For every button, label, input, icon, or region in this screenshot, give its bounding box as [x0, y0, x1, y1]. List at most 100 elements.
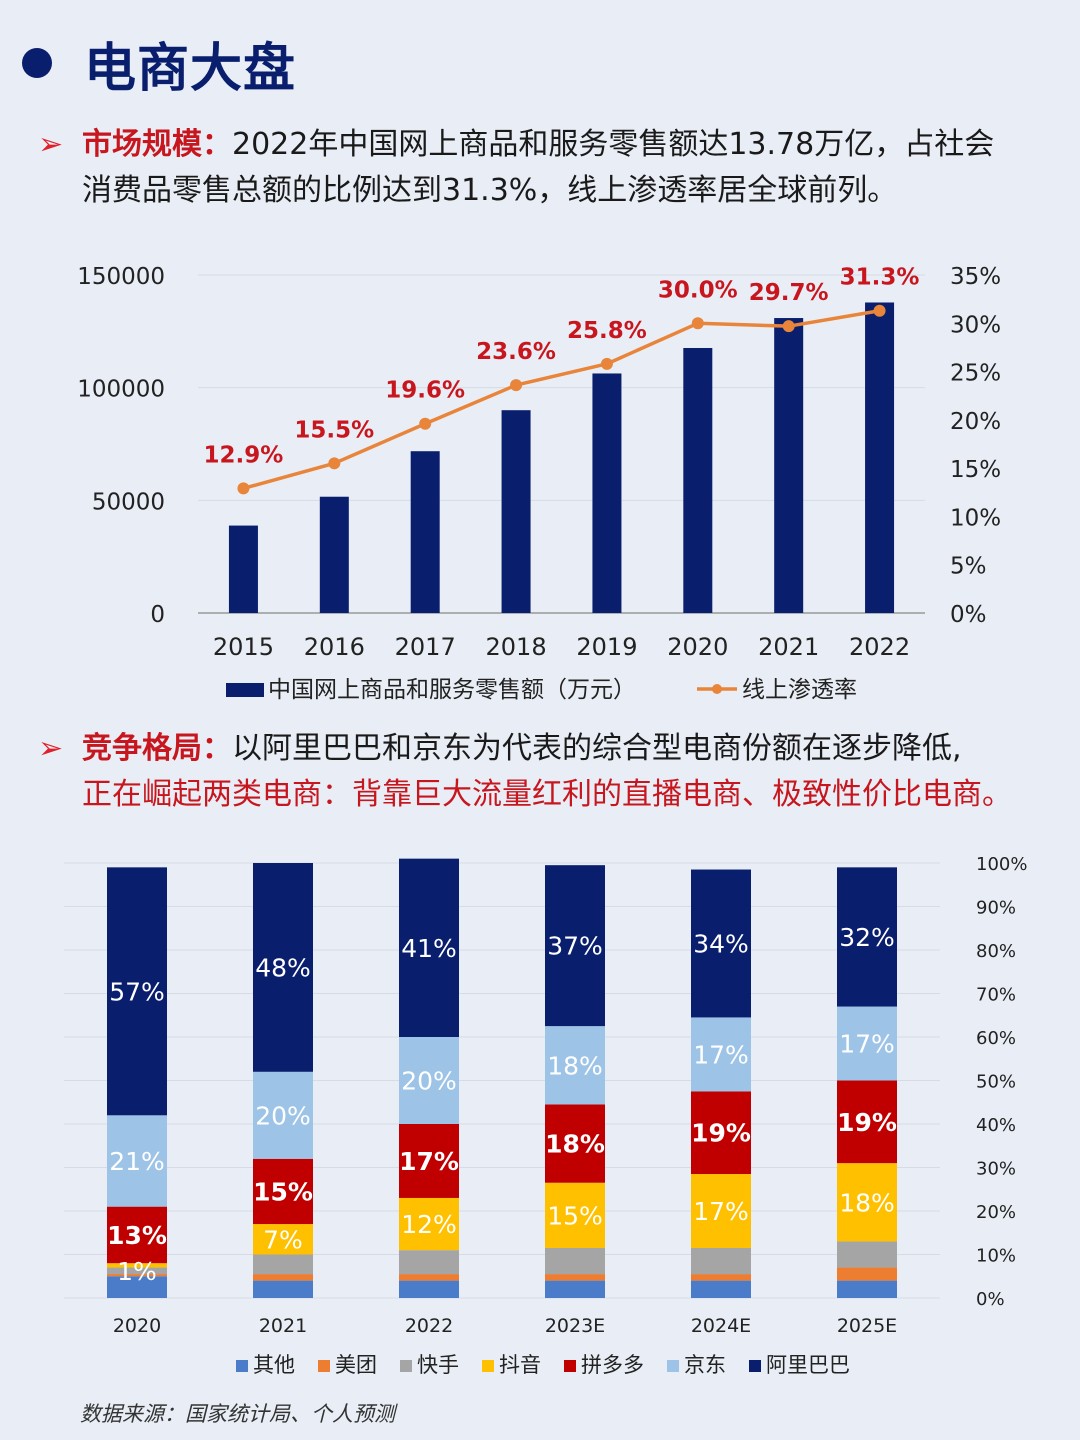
share-bar-segment	[691, 1274, 751, 1281]
legend-swatch-sales	[226, 683, 264, 697]
right-axis-tick-label: 40%	[976, 1115, 1016, 1136]
share-data-label: 13%	[107, 1221, 167, 1250]
right-axis-tick-label: 80%	[976, 941, 1016, 962]
share-bar-segment	[837, 867, 897, 1007]
data-source: 数据来源：国家统计局、个人预测	[80, 1402, 395, 1426]
retail-sales-bar	[683, 348, 713, 613]
share-data-label: 37%	[547, 932, 603, 961]
share-bar-segment	[107, 867, 167, 1116]
share-data-label: 20%	[401, 1067, 457, 1096]
share-data-label: 32%	[839, 923, 895, 952]
x-axis-tick-label: 2025E	[837, 1315, 897, 1337]
x-axis-tick-label: 2020	[113, 1315, 161, 1337]
retail-sales-bar	[501, 410, 531, 613]
share-data-label: 18%	[547, 1051, 603, 1080]
penetration-rate-point	[328, 457, 341, 470]
market-size-text1: 2022年中国网上商品和服务零售额达13.78万亿，占社会	[232, 127, 995, 162]
share-data-label: 15%	[547, 1201, 603, 1230]
x-axis-tick-label: 2019	[576, 633, 637, 661]
left-axis-tick-label: 50000	[92, 489, 165, 515]
penetration-rate-label: 23.6%	[476, 339, 556, 365]
x-axis-tick-label: 2015	[213, 633, 274, 661]
share-data-label: 19%	[837, 1108, 897, 1137]
penetration-rate-label: 30.0%	[658, 277, 738, 303]
market-size-text2: 消费品零售总额的比例达到31.3%，线上渗透率居全球前列。	[82, 173, 898, 208]
penetration-rate-point	[510, 379, 523, 392]
share-data-label: 41%	[401, 934, 457, 963]
share-bar-segment	[399, 1124, 459, 1198]
retail-sales-bar	[410, 451, 440, 613]
legend-label: 京东	[684, 1353, 726, 1377]
legend-swatch	[318, 1360, 330, 1372]
retail-sales-bar	[592, 373, 622, 613]
share-data-label: 17%	[839, 1030, 895, 1059]
legend-swatch	[400, 1360, 412, 1372]
legend-label: 其他	[253, 1353, 295, 1377]
right-axis-tick-label: 25%	[950, 361, 1001, 387]
competition-text1: 以阿里巴巴和京东为代表的综合型电商份额在逐步降低,	[232, 731, 962, 766]
right-axis-tick-label: 15%	[950, 457, 1001, 483]
penetration-rate-label: 19.6%	[385, 378, 465, 404]
penetration-rate-point	[873, 304, 886, 317]
right-axis-tick-label: 20%	[976, 1202, 1016, 1223]
right-axis-tick-label: 10%	[950, 505, 1001, 531]
x-axis-tick-label: 2018	[486, 633, 547, 661]
x-axis-tick-label: 2017	[395, 633, 456, 661]
market-size-paragraph: ➢ 市场规模：2022年中国网上商品和服务零售额达13.78万亿，占社会 消费品零…	[38, 122, 1068, 214]
share-bar-segment	[253, 863, 313, 1072]
x-axis-tick-label: 2021	[259, 1315, 307, 1337]
competition-label: 竞争格局：	[82, 731, 232, 766]
right-axis-tick-label: 30%	[950, 312, 1001, 338]
right-axis-tick-label: 50%	[976, 1072, 1016, 1093]
share-bar-segment	[107, 1274, 167, 1277]
share-bar-segment	[253, 1274, 313, 1281]
penetration-rate-label: 31.3%	[840, 265, 920, 291]
share-bar-segment	[399, 1250, 459, 1275]
competition-line1: ➢ 竞争格局：以阿里巴巴和京东为代表的综合型电商份额在逐步降低,	[38, 726, 1068, 772]
legend-swatch	[564, 1360, 576, 1372]
right-axis-tick-label: 90%	[976, 898, 1016, 919]
penetration-rate-line	[242, 309, 880, 491]
share-data-label: 34%	[693, 929, 749, 958]
share-data-label: 17%	[693, 1197, 749, 1226]
retail-sales-bar	[319, 496, 349, 613]
share-bar-segment	[399, 1274, 459, 1281]
right-axis-tick-label: 0%	[976, 1289, 1005, 1310]
right-axis-tick-label: 70%	[976, 985, 1016, 1006]
share-data-label: 17%	[399, 1147, 459, 1176]
share-bar-segment	[837, 1280, 897, 1298]
penetration-rate-point	[237, 482, 250, 495]
share-bar-segment	[399, 1197, 459, 1251]
share-bar-segment	[399, 1037, 459, 1124]
arrow-icon: ➢	[38, 731, 64, 766]
share-bar-segment	[107, 1276, 167, 1298]
share-bar-segment	[837, 1241, 897, 1268]
legend-swatch-rate-dot	[712, 684, 722, 694]
share-bar-segment	[399, 1280, 459, 1298]
legend-label: 抖音	[499, 1353, 541, 1377]
right-axis-tick-label: 20%	[950, 409, 1001, 435]
share-bar-segment	[545, 1274, 605, 1281]
bullet-dot-icon	[22, 48, 52, 78]
market-size-line1: ➢ 市场规模：2022年中国网上商品和服务零售额达13.78万亿，占社会	[38, 122, 1068, 168]
x-axis-tick-label: 2020	[667, 633, 728, 661]
share-bar-segment	[253, 1254, 313, 1275]
right-axis-tick-label: 60%	[976, 1028, 1016, 1049]
x-axis-tick-label: 2023E	[545, 1315, 605, 1337]
share-data-label: 18%	[545, 1130, 605, 1159]
arrow-icon: ➢	[38, 127, 64, 162]
share-bar-segment	[399, 858, 459, 1037]
legend-label: 拼多多	[581, 1353, 644, 1377]
penetration-rate-point	[600, 357, 613, 370]
share-bar-segment	[253, 1224, 313, 1255]
share-bar-segment	[837, 1163, 897, 1242]
competition-text2: 正在崛起两类电商：背靠巨大流量红利的直播电商、极致性价比电商。	[82, 777, 1012, 812]
share-bar-segment	[107, 1115, 167, 1207]
legend-label-rate: 线上渗透率	[742, 677, 857, 703]
share-data-label: 21%	[109, 1147, 165, 1176]
share-bar-segment	[837, 1006, 897, 1081]
market-share-chart: 0% 10% 20% 30% 40% 50% 60% 70% 80% 90% 100% 2020 202…	[64, 854, 1027, 1377]
title-row: 电商大盘	[22, 28, 296, 99]
share-bar-segment	[837, 1267, 897, 1281]
share-bar-segment	[545, 1182, 605, 1248]
